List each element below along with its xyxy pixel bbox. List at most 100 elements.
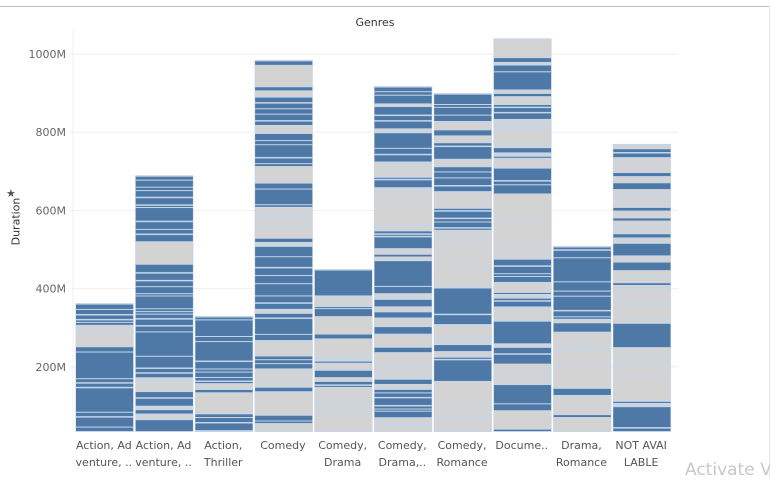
bar-4[interactable]	[314, 269, 373, 432]
bar-segment	[76, 388, 134, 412]
bar-segment	[255, 424, 313, 431]
bar-segment	[493, 283, 552, 292]
bar-segment	[135, 384, 193, 392]
bar-segment	[195, 362, 253, 369]
bar-segment	[553, 396, 611, 405]
x-tick-label: Drama,	[561, 439, 602, 452]
bar-5[interactable]	[374, 86, 433, 432]
bar-segment	[255, 109, 313, 114]
x-tick-label: Romance	[556, 456, 607, 469]
bar-segment	[613, 226, 671, 229]
bar-segment	[434, 222, 492, 228]
bar-segment	[434, 411, 492, 418]
bar-segment	[493, 148, 552, 153]
bar-segment	[493, 58, 552, 62]
bar-segment	[135, 309, 193, 312]
bar-segment	[613, 277, 671, 283]
bar-segment	[374, 393, 432, 397]
bar-segment	[135, 222, 193, 229]
bar-segment	[434, 315, 492, 325]
bar-8[interactable]	[553, 245, 612, 432]
bar-segment	[374, 95, 432, 104]
bar-segment	[493, 298, 552, 301]
bar-segment	[434, 130, 492, 136]
bar-segment	[493, 123, 552, 127]
bar-segment	[613, 301, 671, 305]
bar-segment	[314, 385, 372, 387]
bar-segment	[613, 360, 671, 365]
bar-segment	[135, 420, 193, 431]
bar-segment	[314, 317, 372, 334]
bar-segment	[493, 104, 552, 107]
bar-9[interactable]	[612, 143, 671, 432]
bar-6[interactable]	[433, 93, 492, 432]
bar-segment	[135, 205, 193, 208]
bar-segment	[434, 208, 492, 211]
bar-segment	[493, 39, 552, 57]
bar-segment	[374, 234, 432, 236]
bar-segment	[613, 407, 671, 428]
bar-segment	[195, 414, 253, 418]
bar-segment	[553, 247, 611, 250]
bar-segment	[493, 385, 552, 404]
bar-segment	[493, 344, 552, 347]
bar-segment	[135, 332, 193, 356]
bar-0[interactable]	[75, 303, 134, 432]
bar-segment	[493, 429, 552, 431]
bar-segment	[434, 107, 492, 115]
bar-segment	[314, 334, 372, 339]
bar-segment	[374, 371, 432, 376]
bar-segment	[374, 257, 432, 261]
bar-segment	[493, 294, 552, 298]
bar-segment	[613, 289, 671, 293]
bar-segment	[434, 352, 492, 357]
pin-icon[interactable]: ★	[6, 187, 16, 200]
bar-segment	[374, 335, 432, 347]
x-tick-label: Action,	[204, 439, 242, 452]
bar-segment	[135, 296, 193, 309]
bar-segment	[135, 264, 193, 273]
bar-segment	[374, 107, 432, 115]
bar-segment	[195, 381, 253, 384]
bar-segment	[314, 357, 372, 361]
bar-segment	[374, 389, 432, 393]
bar-7[interactable]	[493, 38, 552, 433]
bar-segment	[314, 296, 372, 301]
bar-segment	[314, 378, 372, 381]
bar-segment	[255, 103, 313, 109]
bar-segment	[434, 167, 492, 172]
x-tick-label: Thriller	[203, 456, 243, 469]
bar-segment	[195, 317, 253, 320]
x-tick-label: Drama,..	[379, 456, 427, 469]
bar-segment	[613, 153, 671, 158]
bar-segment	[613, 348, 671, 353]
bar-segment	[434, 192, 492, 203]
bar-3[interactable]	[254, 59, 313, 433]
bar-segment	[553, 415, 611, 418]
bar-segment	[374, 155, 432, 162]
bar-segment	[255, 341, 313, 356]
bar-segment	[255, 183, 313, 189]
bar-segment	[493, 292, 552, 294]
bar-segment	[493, 301, 552, 307]
bar-segment	[493, 144, 552, 147]
bar-segment	[255, 284, 313, 296]
bar-segment	[493, 168, 552, 181]
bar-segment	[255, 276, 313, 284]
bar-segment	[493, 185, 552, 194]
bar-segment	[135, 235, 193, 242]
bar-2[interactable]	[194, 315, 254, 432]
bar-segment	[255, 382, 313, 387]
bar-segment	[374, 129, 432, 132]
bar-segment	[374, 163, 432, 169]
bar-segment	[434, 338, 492, 340]
bar-segment	[374, 87, 432, 92]
bar-segment	[613, 286, 671, 289]
bar-segment	[135, 373, 193, 378]
bar-segment	[493, 364, 552, 370]
bar-segment	[135, 180, 193, 187]
bar-segment	[493, 276, 552, 282]
bar-1[interactable]	[135, 175, 194, 432]
bar-segment	[195, 320, 253, 337]
bar-segment	[613, 367, 671, 376]
